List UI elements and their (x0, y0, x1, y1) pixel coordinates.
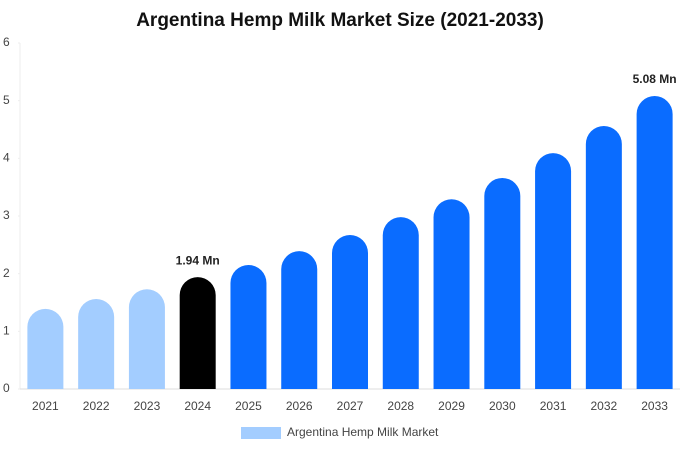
x-tick-label: 2030 (489, 399, 516, 413)
x-tick-label: 2025 (235, 399, 262, 413)
y-tick-label: 6 (3, 35, 10, 49)
value-label: 5.08 Mn (633, 72, 677, 86)
x-tick-label: 2032 (590, 399, 617, 413)
x-tick-label: 2031 (540, 399, 567, 413)
bar (179, 277, 216, 389)
legend-swatch (241, 427, 281, 439)
x-tick-label: 2021 (32, 399, 59, 413)
x-tick-label: 2026 (286, 399, 313, 413)
x-tick-label: 2022 (83, 399, 110, 413)
chart-title: Argentina Hemp Milk Market Size (2021-20… (136, 10, 544, 31)
bar (535, 153, 572, 389)
y-tick-label: 3 (3, 208, 10, 222)
bar (281, 251, 318, 389)
bar (128, 289, 165, 389)
bar (636, 96, 673, 389)
bar (230, 265, 267, 389)
y-tick-label: 2 (3, 266, 10, 280)
x-tick-label: 2023 (134, 399, 161, 413)
y-tick-label: 0 (3, 381, 10, 395)
y-tick-label: 5 (3, 93, 10, 107)
bar (332, 235, 368, 389)
y-tick-label: 4 (3, 151, 10, 165)
value-label: 1.94 Mn (176, 253, 220, 267)
legend-label: Argentina Hemp Milk Market (287, 425, 439, 439)
y-tick-label: 1 (3, 324, 10, 338)
bar (585, 126, 622, 390)
bar (27, 308, 64, 389)
bar (382, 217, 419, 389)
x-tick-label: 2029 (438, 399, 465, 413)
x-tick-label: 2024 (184, 399, 211, 413)
x-tick-label: 2033 (641, 399, 668, 413)
x-tick-label: 2028 (387, 399, 414, 413)
bar (78, 299, 115, 389)
x-tick-label: 2027 (337, 399, 364, 413)
bar (433, 199, 470, 389)
bar (484, 177, 521, 389)
